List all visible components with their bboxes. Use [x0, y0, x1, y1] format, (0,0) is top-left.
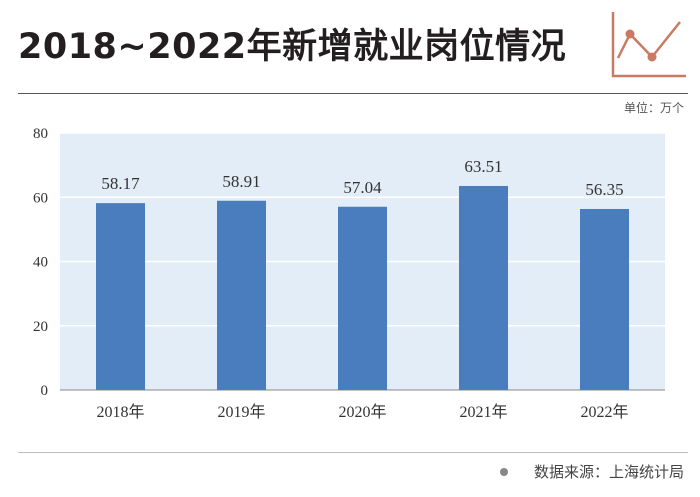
data-label: 63.51: [464, 157, 502, 176]
x-tick-label: 2019年: [217, 403, 265, 421]
bar: [459, 185, 508, 390]
source-text: 数据来源：上海统计局: [533, 463, 684, 481]
footer-divider: [18, 452, 688, 453]
chart-title: 2018~2022年新增就业岗位情况: [18, 27, 567, 67]
x-tick-label: 2022年: [580, 403, 628, 421]
data-label: 56.35: [585, 180, 623, 199]
bar: [96, 203, 145, 390]
data-label: 57.04: [343, 178, 382, 197]
y-tick-label: 0: [41, 383, 49, 399]
bar: [580, 208, 629, 390]
x-tick-label: 2021年: [459, 403, 507, 421]
bullet-dot-icon: [499, 467, 508, 476]
bar-chart: 0 20 40 60 80 58.17 2018年 58.91 2019年 57.04 2020年 6…: [33, 126, 665, 421]
bar: [338, 206, 387, 390]
bar: [217, 200, 266, 390]
y-tick-label: 20: [33, 319, 48, 335]
y-tick-label: 80: [33, 126, 48, 142]
header-divider: [18, 93, 688, 94]
y-tick-label: 40: [33, 255, 48, 271]
source-note: 数据来源：上海统计局: [499, 461, 684, 482]
x-tick-label: 2020年: [338, 403, 386, 421]
data-label: 58.91: [222, 172, 260, 191]
unit-label: 单位：万个: [623, 101, 684, 115]
y-tick-label: 60: [33, 190, 48, 206]
line-chart-icon: [611, 12, 686, 78]
x-tick-label: 2018年: [96, 403, 144, 421]
data-label: 58.17: [101, 174, 140, 193]
